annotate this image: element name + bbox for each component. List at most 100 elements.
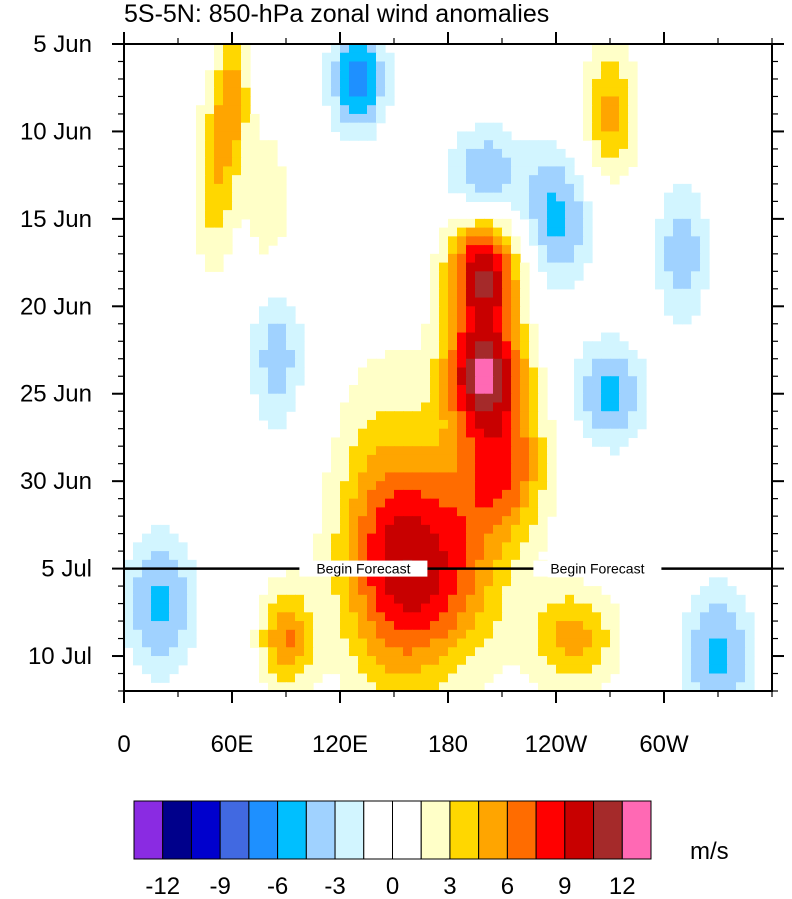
heatmap-cell xyxy=(259,148,269,159)
heatmap-cell xyxy=(475,271,485,281)
heatmap-cell xyxy=(574,192,584,202)
heatmap-cell xyxy=(340,542,350,552)
heatmap-cell xyxy=(385,428,395,439)
heatmap-cell xyxy=(349,656,359,666)
heatmap-cell xyxy=(214,113,224,124)
heatmap-cell xyxy=(439,446,449,456)
y-tick-label: 20 Jun xyxy=(20,293,92,320)
heatmap-cell xyxy=(367,516,377,526)
heatmap-cell xyxy=(250,192,260,202)
heatmap-cell xyxy=(160,629,170,640)
heatmap-cell xyxy=(502,358,512,369)
heatmap-cell xyxy=(592,140,602,150)
heatmap-cell xyxy=(466,288,476,299)
heatmap-cell xyxy=(223,105,233,115)
heatmap-cell xyxy=(358,96,368,106)
heatmap-cell xyxy=(691,306,701,316)
heatmap-cell xyxy=(502,463,512,474)
heatmap-cell xyxy=(745,629,755,640)
heatmap-cell xyxy=(205,122,215,133)
heatmap-cell xyxy=(520,306,530,316)
heatmap-cell xyxy=(331,594,341,605)
heatmap-cell xyxy=(538,428,548,439)
heatmap-cell xyxy=(556,236,566,246)
heatmap-cell xyxy=(421,577,431,587)
heatmap-cell xyxy=(592,376,602,386)
heatmap-cell xyxy=(592,419,602,430)
heatmap-cell xyxy=(151,673,161,683)
heatmap-cell xyxy=(439,384,449,395)
heatmap-cell xyxy=(331,454,341,465)
heatmap-cell xyxy=(133,559,143,570)
heatmap-cell xyxy=(160,621,170,631)
heatmap-cell xyxy=(286,682,296,692)
heatmap-cell xyxy=(457,140,467,150)
heatmap-cell xyxy=(493,148,503,159)
heatmap-cell xyxy=(412,638,422,648)
heatmap-cell xyxy=(223,245,233,255)
heatmap-cell xyxy=(430,647,440,657)
heatmap-cell xyxy=(682,612,692,622)
heatmap-cell xyxy=(538,629,548,640)
heatmap-cell xyxy=(250,376,260,386)
heatmap-cell xyxy=(259,166,269,176)
heatmap-cell xyxy=(196,148,206,159)
heatmap-cell xyxy=(412,454,422,465)
heatmap-cell xyxy=(556,262,566,272)
heatmap-cell xyxy=(520,542,530,552)
heatmap-cell xyxy=(484,227,494,237)
heatmap-cell xyxy=(331,96,341,106)
heatmap-cell xyxy=(709,586,719,596)
heatmap-cell xyxy=(259,603,269,613)
heatmap-cell xyxy=(601,70,611,80)
heatmap-cell xyxy=(232,183,242,194)
heatmap-cell xyxy=(583,61,593,71)
heatmap-cell xyxy=(349,638,359,648)
heatmap-cell xyxy=(493,280,503,290)
heatmap-cell xyxy=(358,524,368,535)
heatmap-cell xyxy=(493,446,503,456)
heatmap-cell xyxy=(502,166,512,176)
heatmap-cell xyxy=(556,629,566,640)
heatmap-cell xyxy=(349,577,359,587)
heatmap-cell xyxy=(214,210,224,220)
heatmap-cell xyxy=(700,682,710,692)
heatmap-cell xyxy=(340,507,350,517)
heatmap-cell xyxy=(610,350,620,360)
heatmap-cell xyxy=(484,612,494,622)
heatmap-cell xyxy=(484,629,494,640)
heatmap-cell xyxy=(448,594,458,605)
heatmap-cell xyxy=(295,376,305,386)
heatmap-cell xyxy=(376,577,386,587)
heatmap-cell xyxy=(322,507,332,517)
heatmap-cell xyxy=(691,629,701,640)
heatmap-cell xyxy=(511,253,521,264)
heatmap-cell xyxy=(610,332,620,342)
heatmap-cell xyxy=(574,367,584,377)
heatmap-cell xyxy=(124,612,134,622)
colorbar-swatch xyxy=(506,800,537,860)
colorbar-swatch xyxy=(535,800,566,860)
heatmap-cell xyxy=(160,638,170,648)
heatmap-cell xyxy=(484,577,494,587)
heatmap-cell xyxy=(484,323,494,334)
heatmap-cell xyxy=(439,288,449,299)
heatmap-cell xyxy=(160,568,170,578)
heatmap-cell xyxy=(736,612,746,622)
heatmap-cell xyxy=(439,463,449,474)
heatmap-cell xyxy=(178,612,188,622)
heatmap-cell xyxy=(349,498,359,508)
heatmap-cell xyxy=(340,61,350,71)
heatmap-cell xyxy=(511,603,521,613)
heatmap-cell xyxy=(583,419,593,430)
heatmap-cell xyxy=(124,603,134,613)
heatmap-cell xyxy=(349,52,359,63)
heatmap-cell xyxy=(619,157,629,167)
heatmap-cell xyxy=(349,682,359,692)
heatmap-cell xyxy=(592,122,602,133)
heatmap-cell xyxy=(223,166,233,176)
heatmap-cell xyxy=(358,419,368,430)
heatmap-cell xyxy=(232,61,242,71)
heatmap-cell xyxy=(475,227,485,237)
heatmap-cell xyxy=(547,201,557,211)
